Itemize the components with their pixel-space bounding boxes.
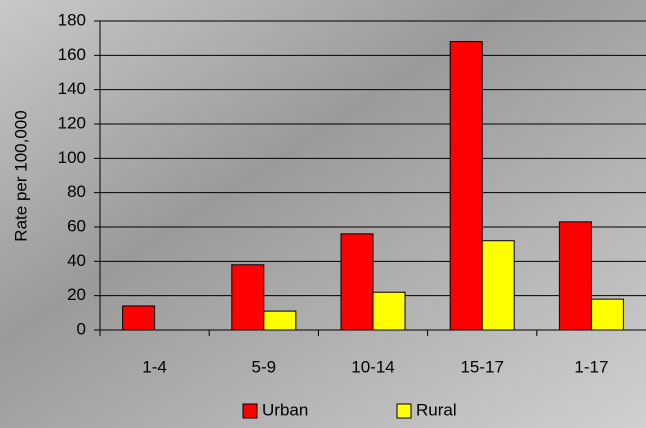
y-tick-label: 0 <box>77 319 86 338</box>
y-tick-label: 20 <box>67 285 86 304</box>
bar <box>449 41 483 331</box>
x-tick-label: 10-14 <box>351 357 394 376</box>
bar <box>122 305 156 331</box>
bar <box>372 291 406 331</box>
bar <box>231 264 265 331</box>
y-tick-label: 100 <box>58 148 86 167</box>
legend-swatch <box>396 403 412 419</box>
x-tick-label: 5-9 <box>252 357 277 376</box>
x-tick-label: 1-17 <box>574 357 608 376</box>
bar <box>263 310 297 331</box>
y-tick-label: 160 <box>58 45 86 64</box>
x-tick-label: 1-4 <box>142 357 167 376</box>
y-tick-label: 80 <box>67 182 86 201</box>
x-tick-label: 15-17 <box>460 357 503 376</box>
legend-swatch <box>242 403 258 419</box>
legend-label: Urban <box>262 400 308 419</box>
y-tick-label: 40 <box>67 251 86 270</box>
bar <box>558 221 592 331</box>
bar <box>340 233 374 331</box>
y-tick-label: 180 <box>58 10 86 29</box>
legend-label: Rural <box>416 400 457 419</box>
y-tick-label: 140 <box>58 79 86 98</box>
y-tick-label: 60 <box>67 216 86 235</box>
y-tick-label: 120 <box>58 113 86 132</box>
bar <box>590 298 624 331</box>
y-axis-label: Rate per 100,000 <box>11 110 30 241</box>
bar <box>481 240 515 331</box>
